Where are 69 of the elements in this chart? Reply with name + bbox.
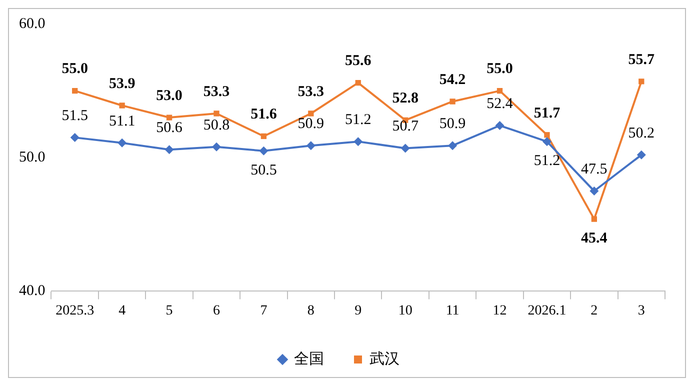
data-label: 51.1: [108, 113, 136, 130]
data-label: 51.2: [345, 112, 372, 128]
x-tick-label: 6: [212, 303, 220, 318]
x-tick-label: 9: [354, 303, 362, 318]
point: [355, 80, 361, 86]
point: [354, 137, 363, 146]
data-label: 50.8: [203, 117, 230, 134]
data-label: 51.2: [534, 153, 560, 170]
point: [448, 141, 458, 150]
x-tick-label: 2026.1: [528, 303, 566, 318]
point: [638, 78, 644, 84]
data-label: 50.7: [392, 118, 419, 135]
x-tick-label: 2: [590, 303, 598, 318]
x-tick-label: 3: [638, 303, 645, 318]
data-label: 50.9: [298, 116, 324, 132]
legend-label: 武汉: [370, 350, 400, 368]
point: [119, 102, 125, 108]
data-label: 55.0: [486, 61, 513, 78]
y-tick-label: 40.0: [19, 283, 46, 300]
data-label: 51.5: [62, 108, 88, 124]
x-tick-label: 10: [398, 303, 412, 318]
point: [590, 186, 599, 196]
point: [544, 132, 550, 138]
data-label: 50.2: [628, 125, 655, 142]
x-tick-label: 7: [260, 303, 268, 318]
data-label: 50.9: [439, 116, 466, 132]
point: [70, 133, 80, 142]
point: [450, 98, 456, 104]
x-tick-label: 5: [166, 303, 173, 318]
point: [496, 88, 503, 94]
legend-label: 全国: [294, 350, 324, 368]
point: [72, 88, 78, 94]
data-label: 55.7: [628, 52, 656, 68]
point: [214, 110, 220, 116]
data-label: 52.4: [486, 96, 514, 112]
data-label: 55.6: [345, 53, 372, 70]
x-tick-label: 8: [307, 303, 314, 318]
point: [259, 146, 268, 156]
data-label: 55.0: [62, 61, 88, 78]
x-tick-label: 4: [118, 303, 126, 318]
point: [591, 216, 598, 222]
point: [308, 110, 314, 116]
data-label: 53.9: [108, 76, 136, 92]
data-label: 53.3: [203, 84, 230, 100]
x-tick-label: 2025.3: [56, 303, 94, 318]
data-label: 54.2: [439, 72, 466, 88]
x-tick-label: 12: [492, 303, 507, 318]
point: [260, 133, 267, 140]
x-tick-label: 11: [446, 303, 460, 318]
data-label: 50.5: [250, 162, 277, 178]
point: [164, 145, 174, 154]
data-label: 45.4: [581, 230, 608, 246]
data-label: 51.6: [250, 106, 278, 123]
data-label: 51.7: [534, 105, 561, 122]
data-label: 53.3: [298, 84, 324, 100]
point: [166, 114, 172, 120]
point: [400, 144, 410, 153]
point: [118, 138, 127, 148]
point: [636, 150, 646, 160]
y-tick-label: 50.0: [19, 150, 46, 166]
data-label: 47.5: [581, 161, 608, 178]
point: [212, 142, 221, 152]
point: [306, 141, 316, 150]
data-label: 53.0: [156, 88, 182, 104]
data-label: 52.8: [392, 90, 418, 107]
point: [495, 121, 504, 130]
y-tick-label: 60.0: [19, 16, 46, 32]
point: [542, 137, 552, 146]
data-label: 50.6: [156, 120, 183, 136]
